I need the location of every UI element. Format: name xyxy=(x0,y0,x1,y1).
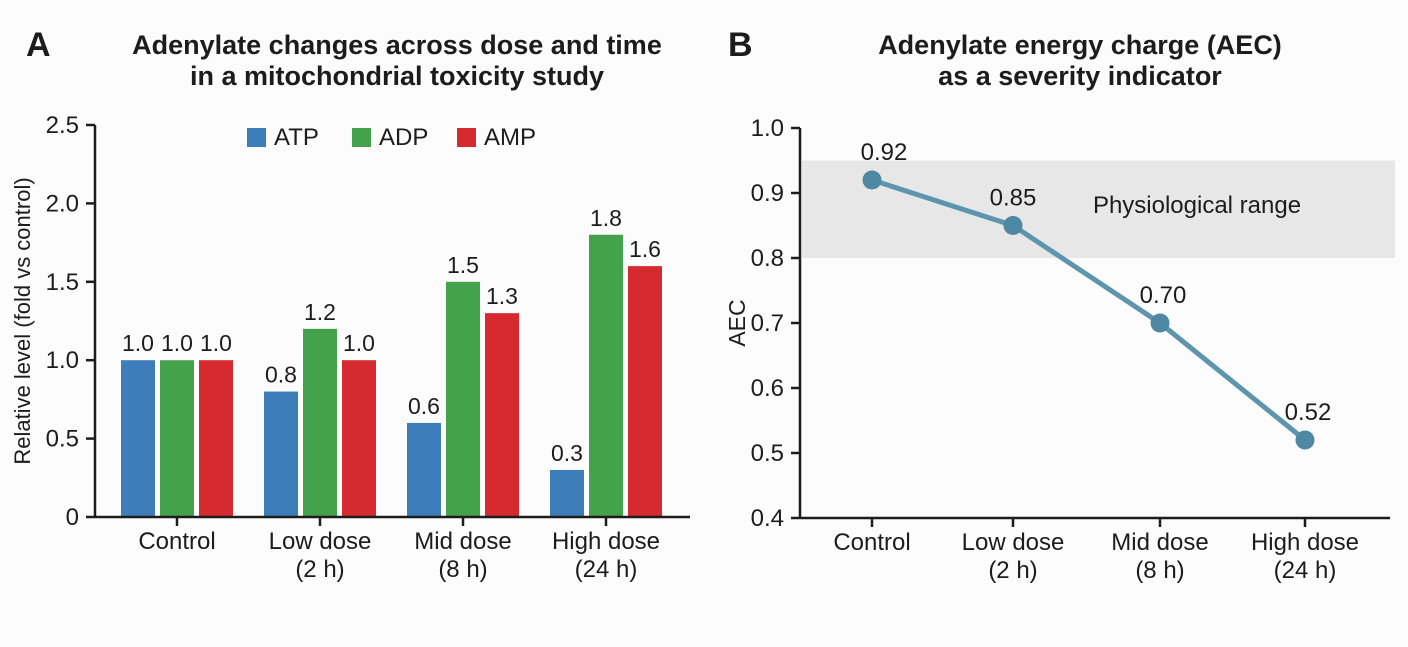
y-tick-label: 0.9 xyxy=(751,180,784,207)
aec-point-1 xyxy=(1003,216,1023,235)
x-category-label: (8 h) xyxy=(1135,557,1184,584)
bar-amp-2 xyxy=(485,313,519,517)
bar-adp-3 xyxy=(589,234,623,517)
panel-a-title-line-1: Adenylate changes across dose and time xyxy=(132,30,662,60)
y-tick-label: 0.4 xyxy=(751,505,784,532)
bar-value-label: 1.3 xyxy=(486,283,518,309)
bar-adp-0 xyxy=(160,360,194,517)
y-tick-label: 1.5 xyxy=(46,269,79,296)
y-axis-title: Relative level (fold vs control) xyxy=(10,177,35,464)
bar-amp-1 xyxy=(342,360,376,517)
panel-b-letter: B xyxy=(728,26,753,64)
x-category-label: High dose xyxy=(552,528,660,555)
x-category-label: (24 h) xyxy=(575,556,638,583)
legend-swatch-amp xyxy=(457,128,476,147)
aec-point-label: 0.92 xyxy=(861,139,908,166)
y-tick-label: 1.0 xyxy=(751,115,784,142)
bar-atp-1 xyxy=(264,391,298,517)
bar-amp-0 xyxy=(199,360,233,517)
panel-a-title-line-2: in a mitochondrial toxicity study xyxy=(189,61,605,91)
bar-value-label: 1.0 xyxy=(343,330,375,356)
y-tick-label: 0.5 xyxy=(751,440,784,467)
panel-a-title: Adenylate changes across dose and time i… xyxy=(95,30,699,92)
aec-point-label: 0.70 xyxy=(1140,282,1187,309)
panel-b-title-line-2: as a severity indicator xyxy=(938,61,1222,91)
bar-value-label: 1.0 xyxy=(200,330,232,356)
bar-value-label: 1.0 xyxy=(161,330,193,356)
aec-point-0 xyxy=(862,170,882,190)
legend-label-adp: ADP xyxy=(379,124,428,151)
y-tick-label: 0.6 xyxy=(751,375,784,402)
bar-atp-0 xyxy=(121,360,155,517)
y-tick-label: 2.5 xyxy=(46,112,79,139)
x-category-label: Mid dose xyxy=(414,528,511,555)
bar-adp-1 xyxy=(303,328,337,517)
x-category-label: (24 h) xyxy=(1274,557,1337,584)
aec-point-3 xyxy=(1295,430,1315,450)
x-category-label: Control xyxy=(138,528,215,555)
bar-value-label: 0.3 xyxy=(551,440,583,466)
y-tick-label: 1.0 xyxy=(46,347,79,374)
panel-a-letter: A xyxy=(26,26,51,64)
y-tick-label: 0 xyxy=(66,504,79,531)
legend-swatch-atp xyxy=(247,128,266,147)
bar-atp-2 xyxy=(407,422,441,517)
bar-atp-3 xyxy=(550,469,584,517)
x-category-label: High dose xyxy=(1251,529,1359,556)
legend-label-amp: AMP xyxy=(484,124,536,151)
bar-value-label: 1.8 xyxy=(590,205,622,231)
bar-value-label: 1.0 xyxy=(122,330,154,356)
y-tick-label: 0.8 xyxy=(751,245,784,272)
y-axis-title: AEC xyxy=(724,299,750,346)
bar-amp-3 xyxy=(628,266,662,517)
bar-value-label: 1.6 xyxy=(629,236,661,262)
y-tick-label: 0.5 xyxy=(46,426,79,453)
aec-point-label: 0.52 xyxy=(1285,399,1332,426)
legend-swatch-adp xyxy=(352,128,371,147)
bar-adp-2 xyxy=(446,281,480,517)
bar-value-label: 0.8 xyxy=(265,362,297,388)
band xyxy=(802,160,1395,258)
aec-line xyxy=(869,177,1308,443)
x-category-label: (8 h) xyxy=(438,556,487,583)
x-category-label: Mid dose xyxy=(1111,529,1208,556)
bar-value-label: 1.5 xyxy=(447,252,479,278)
y-tick-label: 0.7 xyxy=(751,310,784,337)
x-category-label: Control xyxy=(833,529,910,556)
x-category-label: (2 h) xyxy=(295,556,344,583)
aec-point-label: 0.85 xyxy=(990,185,1037,212)
legend-label-atp: ATP xyxy=(274,124,319,151)
bar-value-label: 1.2 xyxy=(304,299,336,325)
band-label: Physiological range xyxy=(1093,192,1301,219)
panel-b-title: Adenylate energy charge (AEC) as a sever… xyxy=(800,30,1360,92)
aec-point-2 xyxy=(1150,313,1170,333)
bar-value-label: 0.6 xyxy=(408,393,440,419)
x-category-label: Low dose xyxy=(962,529,1065,556)
y-tick-label: 2.0 xyxy=(46,190,79,217)
x-category-label: (2 h) xyxy=(988,557,1037,584)
panel-b-title-line-1: Adenylate energy charge (AEC) xyxy=(878,30,1282,60)
x-category-label: Low dose xyxy=(269,528,372,555)
